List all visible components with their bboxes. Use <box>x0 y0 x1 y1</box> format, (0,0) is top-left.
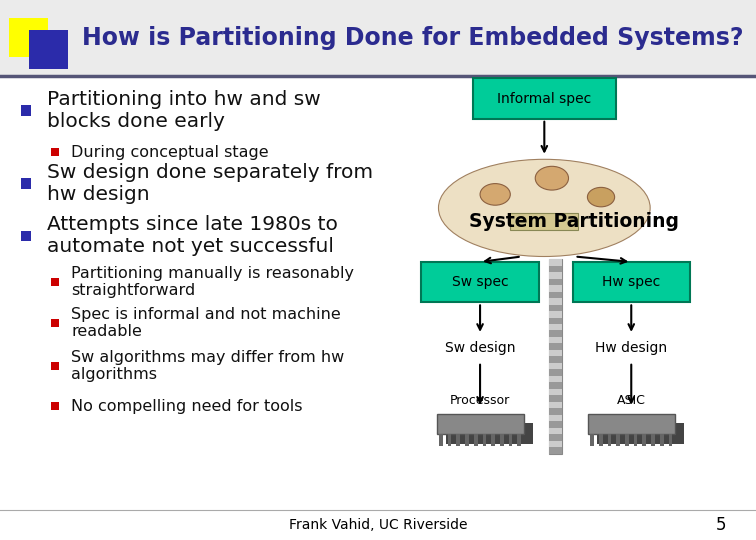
Text: 5: 5 <box>715 516 726 534</box>
FancyBboxPatch shape <box>549 415 562 421</box>
Text: Sw design done separately from
hw design: Sw design done separately from hw design <box>47 163 373 204</box>
FancyBboxPatch shape <box>549 266 562 272</box>
Text: ASIC: ASIC <box>617 394 646 407</box>
FancyBboxPatch shape <box>590 434 594 446</box>
FancyBboxPatch shape <box>9 18 48 57</box>
FancyBboxPatch shape <box>509 434 513 446</box>
FancyBboxPatch shape <box>549 337 562 343</box>
Text: Hw spec: Hw spec <box>602 275 661 289</box>
FancyBboxPatch shape <box>549 441 562 447</box>
Text: Spec is informal and not machine
readable: Spec is informal and not machine readabl… <box>71 307 341 339</box>
FancyBboxPatch shape <box>21 231 31 241</box>
Text: During conceptual stage: During conceptual stage <box>71 145 268 160</box>
FancyBboxPatch shape <box>446 423 532 444</box>
FancyBboxPatch shape <box>482 434 486 446</box>
Text: How is Partitioning Done for Embedded Systems?: How is Partitioning Done for Embedded Sy… <box>82 26 743 50</box>
Circle shape <box>587 187 615 207</box>
FancyBboxPatch shape <box>491 434 495 446</box>
FancyBboxPatch shape <box>668 434 672 446</box>
Text: Sw algorithms may differ from hw
algorithms: Sw algorithms may differ from hw algorit… <box>71 350 344 382</box>
FancyBboxPatch shape <box>625 434 629 446</box>
FancyBboxPatch shape <box>437 414 523 434</box>
Text: Partitioning into hw and sw
blocks done early: Partitioning into hw and sw blocks done … <box>47 90 321 131</box>
FancyBboxPatch shape <box>51 319 59 327</box>
FancyBboxPatch shape <box>549 298 562 305</box>
FancyBboxPatch shape <box>549 421 562 428</box>
FancyBboxPatch shape <box>29 30 68 69</box>
FancyBboxPatch shape <box>549 356 562 363</box>
FancyBboxPatch shape <box>599 434 603 446</box>
Text: System Partitioning: System Partitioning <box>469 212 679 231</box>
FancyBboxPatch shape <box>587 414 674 434</box>
FancyBboxPatch shape <box>608 434 612 446</box>
FancyBboxPatch shape <box>549 318 562 324</box>
FancyBboxPatch shape <box>448 434 451 446</box>
FancyBboxPatch shape <box>517 434 521 446</box>
FancyBboxPatch shape <box>549 259 562 266</box>
Circle shape <box>535 166 569 190</box>
FancyBboxPatch shape <box>0 0 756 76</box>
FancyBboxPatch shape <box>465 434 469 446</box>
FancyBboxPatch shape <box>439 434 443 446</box>
FancyBboxPatch shape <box>51 148 59 157</box>
FancyBboxPatch shape <box>651 434 655 446</box>
FancyBboxPatch shape <box>634 434 637 446</box>
FancyBboxPatch shape <box>549 343 562 350</box>
FancyBboxPatch shape <box>549 330 562 337</box>
FancyBboxPatch shape <box>549 363 562 369</box>
FancyBboxPatch shape <box>21 178 31 189</box>
FancyBboxPatch shape <box>549 279 562 285</box>
FancyBboxPatch shape <box>596 423 683 444</box>
Text: No compelling need for tools: No compelling need for tools <box>71 399 302 414</box>
FancyBboxPatch shape <box>549 389 562 395</box>
Text: Frank Vahid, UC Riverside: Frank Vahid, UC Riverside <box>289 518 467 532</box>
FancyBboxPatch shape <box>549 311 562 318</box>
FancyBboxPatch shape <box>549 382 562 389</box>
FancyBboxPatch shape <box>51 402 59 410</box>
FancyBboxPatch shape <box>549 324 562 330</box>
FancyBboxPatch shape <box>549 285 562 292</box>
FancyBboxPatch shape <box>549 350 562 356</box>
FancyBboxPatch shape <box>21 105 31 116</box>
Text: Hw design: Hw design <box>595 341 668 355</box>
Text: Sw spec: Sw spec <box>452 275 508 289</box>
FancyBboxPatch shape <box>549 447 562 454</box>
FancyBboxPatch shape <box>549 305 562 311</box>
FancyBboxPatch shape <box>549 408 562 415</box>
FancyBboxPatch shape <box>510 213 578 230</box>
Text: Processor: Processor <box>450 394 510 407</box>
Circle shape <box>480 184 510 205</box>
FancyBboxPatch shape <box>549 292 562 298</box>
FancyBboxPatch shape <box>51 278 59 286</box>
Text: Informal spec: Informal spec <box>497 92 591 105</box>
FancyBboxPatch shape <box>643 434 646 446</box>
FancyBboxPatch shape <box>51 362 59 370</box>
FancyBboxPatch shape <box>421 262 538 302</box>
Text: Attempts since late 1980s to
automate not yet successful: Attempts since late 1980s to automate no… <box>47 215 338 256</box>
FancyBboxPatch shape <box>474 434 478 446</box>
FancyBboxPatch shape <box>573 262 689 302</box>
FancyBboxPatch shape <box>549 395 562 402</box>
FancyBboxPatch shape <box>457 434 460 446</box>
FancyBboxPatch shape <box>660 434 664 446</box>
FancyBboxPatch shape <box>549 259 562 454</box>
Ellipse shape <box>438 159 650 256</box>
Text: Sw design: Sw design <box>445 341 516 355</box>
Text: Partitioning manually is reasonably
straightforward: Partitioning manually is reasonably stra… <box>71 266 354 298</box>
FancyBboxPatch shape <box>500 434 503 446</box>
FancyBboxPatch shape <box>549 376 562 382</box>
FancyBboxPatch shape <box>549 402 562 408</box>
FancyBboxPatch shape <box>616 434 620 446</box>
FancyBboxPatch shape <box>549 434 562 441</box>
FancyBboxPatch shape <box>549 369 562 376</box>
FancyBboxPatch shape <box>472 78 616 119</box>
FancyBboxPatch shape <box>549 428 562 434</box>
FancyBboxPatch shape <box>549 272 562 279</box>
